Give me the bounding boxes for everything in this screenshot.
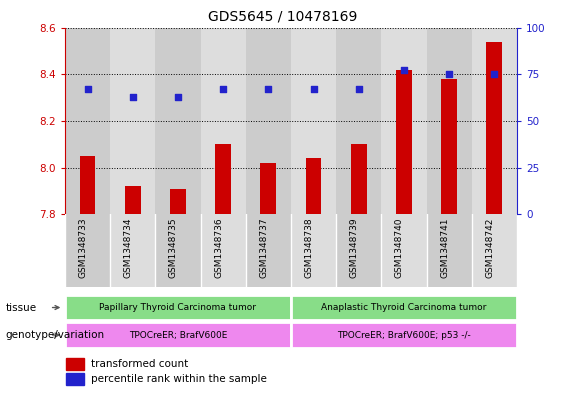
Bar	[110, 28, 155, 214]
Bar	[155, 214, 201, 287]
Point	[219, 86, 228, 92]
Bar	[291, 28, 336, 214]
Bar	[291, 295, 517, 320]
Bar	[260, 163, 276, 214]
Text: tissue: tissue	[6, 303, 37, 312]
Bar	[65, 214, 110, 287]
Text: GSM1348738: GSM1348738	[305, 218, 314, 279]
Point	[309, 86, 318, 92]
Point	[354, 86, 363, 92]
Text: percentile rank within the sample: percentile rank within the sample	[92, 374, 267, 384]
Bar	[486, 42, 502, 214]
Text: Anaplastic Thyroid Carcinoma tumor: Anaplastic Thyroid Carcinoma tumor	[321, 303, 486, 312]
Text: Papillary Thyroid Carcinoma tumor: Papillary Thyroid Carcinoma tumor	[99, 303, 257, 312]
Bar	[472, 214, 517, 287]
Bar	[441, 79, 457, 214]
Bar	[381, 28, 427, 214]
Text: GSM1348740: GSM1348740	[395, 218, 404, 278]
Text: GSM1348742: GSM1348742	[485, 218, 494, 278]
Text: GSM1348739: GSM1348739	[350, 218, 359, 279]
Bar	[427, 28, 472, 214]
Text: transformed count: transformed count	[92, 359, 189, 369]
Point	[83, 86, 92, 92]
Text: TPOCreER; BrafV600E; p53 -/-: TPOCreER; BrafV600E; p53 -/-	[337, 331, 471, 340]
Bar	[170, 189, 186, 214]
Bar	[80, 156, 95, 214]
Bar	[472, 28, 517, 214]
Bar	[155, 28, 201, 214]
Text: GDS5645 / 10478169: GDS5645 / 10478169	[208, 10, 357, 24]
Bar	[336, 28, 381, 214]
Text: GSM1348736: GSM1348736	[214, 218, 223, 279]
Bar	[336, 214, 381, 287]
Bar	[65, 28, 110, 214]
Point	[128, 94, 137, 100]
Bar	[306, 158, 321, 214]
Bar	[65, 322, 291, 348]
Point	[264, 86, 273, 92]
Point	[490, 71, 499, 77]
Text: TPOCreER; BrafV600E: TPOCreER; BrafV600E	[129, 331, 227, 340]
Text: GSM1348733: GSM1348733	[79, 218, 88, 279]
Bar	[66, 373, 84, 385]
Bar	[246, 28, 291, 214]
Bar	[427, 214, 472, 287]
Point	[445, 71, 454, 77]
Bar	[125, 186, 141, 214]
Bar	[291, 322, 517, 348]
Bar	[215, 144, 231, 214]
Bar	[351, 144, 367, 214]
Text: GSM1348734: GSM1348734	[124, 218, 133, 278]
Bar	[110, 214, 155, 287]
Text: genotype/variation: genotype/variation	[6, 330, 105, 340]
Bar	[65, 295, 291, 320]
Bar	[291, 214, 336, 287]
Bar	[201, 214, 246, 287]
Point	[399, 67, 408, 73]
Bar	[396, 70, 412, 214]
Text: GSM1348737: GSM1348737	[259, 218, 268, 279]
Bar	[381, 214, 427, 287]
Text: GSM1348741: GSM1348741	[440, 218, 449, 278]
Text: GSM1348735: GSM1348735	[169, 218, 178, 279]
Bar	[246, 214, 291, 287]
Point	[173, 94, 182, 100]
Bar	[66, 358, 84, 369]
Bar	[201, 28, 246, 214]
